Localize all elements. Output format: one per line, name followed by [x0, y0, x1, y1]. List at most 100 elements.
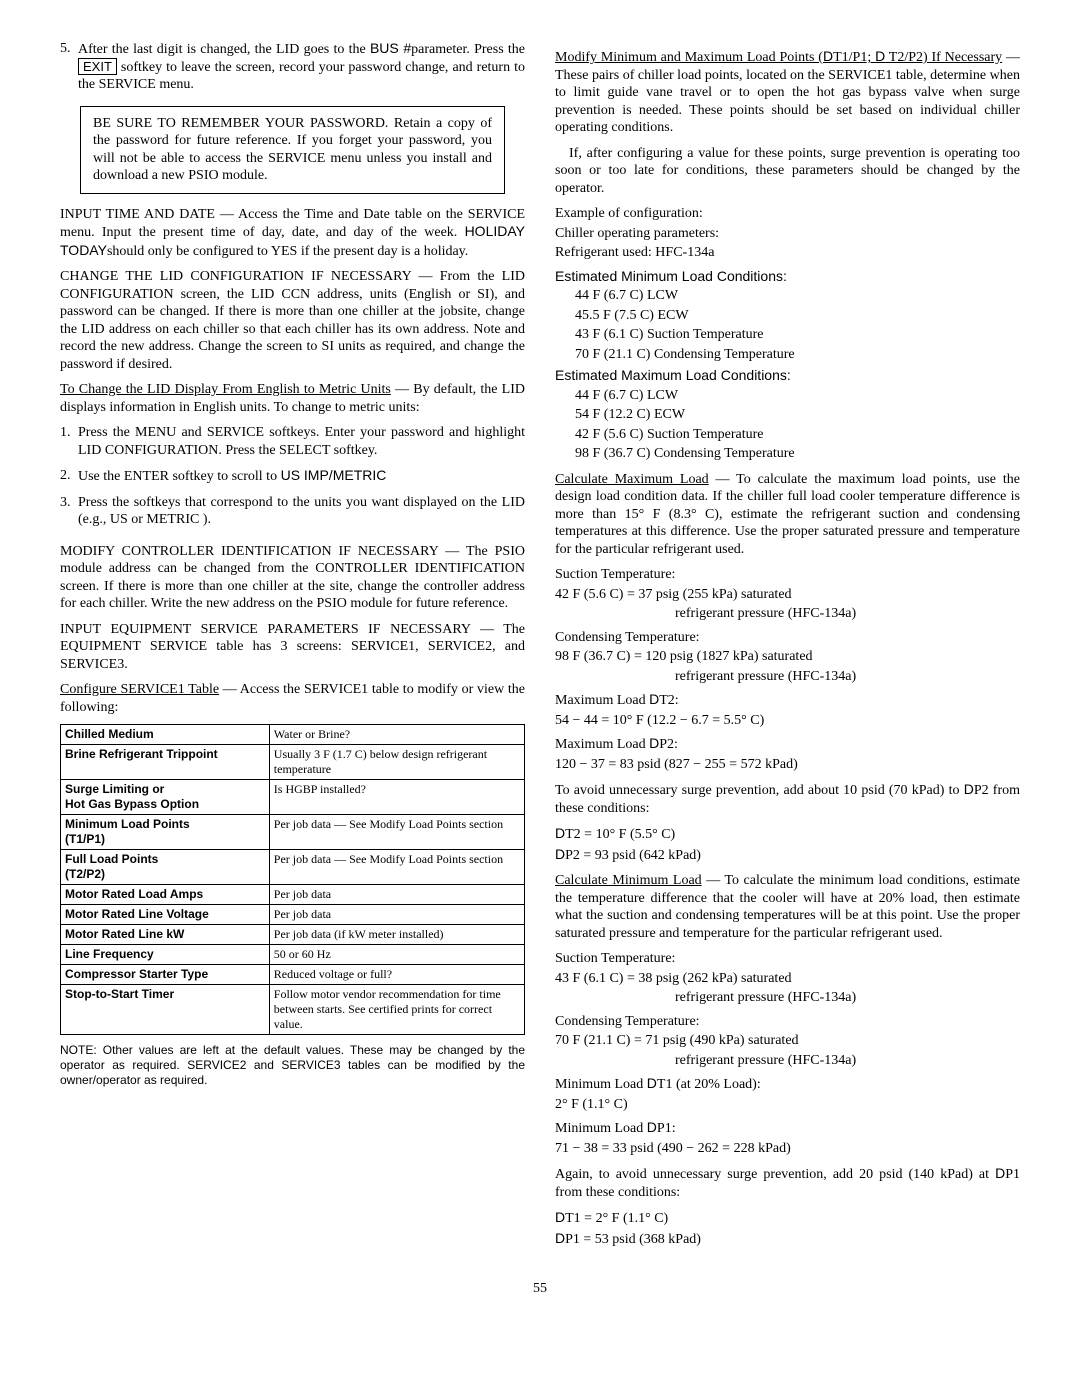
table-row: Chilled MediumWater or Brine?: [61, 725, 525, 745]
text: T1/P1;: [833, 50, 875, 65]
paragraph: CHANGE THE LID CONFIGURATION IF NECESSAR…: [60, 268, 525, 373]
warning-box: BE SURE TO REMEMBER YOUR PASSWORD. Retai…: [80, 106, 505, 194]
table-cell-label: Compressor Starter Type: [61, 965, 270, 985]
text: Maximum Load: [555, 737, 649, 752]
delta: D: [875, 48, 885, 64]
text: T1 = 2° F (1.1° C): [565, 1211, 668, 1226]
step-number: 1.: [60, 424, 78, 459]
table-row: Motor Rated Line VoltagePer job data: [61, 905, 525, 925]
calc-line: refrigerant pressure (HFC-134a): [675, 668, 1020, 686]
delta: D: [647, 1119, 657, 1135]
bus-param: BUS #: [370, 40, 411, 56]
table-row: Full Load Points (T2/P2)Per job data — S…: [61, 850, 525, 885]
delta: D: [555, 825, 565, 841]
text: P1:: [657, 1121, 676, 1136]
text: P2:: [659, 737, 678, 752]
delta: D: [649, 735, 659, 751]
table-cell-value: Per job data — See Modify Load Points se…: [269, 815, 524, 850]
suction-temp-heading: Suction Temperature:: [555, 566, 1020, 584]
table-cell-label: Full Load Points (T2/P2): [61, 850, 270, 885]
result-line: DP1 = 53 psid (368 kPad): [555, 1230, 1020, 1249]
max-load-dt2-heading: Maximum Load DT2:: [555, 691, 1020, 710]
delta: D: [555, 1230, 565, 1246]
delta: D: [995, 1165, 1005, 1181]
text: parameter. Press the: [411, 42, 525, 57]
right-column: Modify Minimum and Maximum Load Points (…: [555, 40, 1020, 1250]
table-cell-value: Per job data: [269, 885, 524, 905]
paragraph: To avoid unnecessary surge prevention, a…: [555, 781, 1020, 817]
text: T2 = 10° F (5.5° C): [565, 827, 675, 842]
table-row: Brine Refrigerant TrippointUsually 3 F (…: [61, 745, 525, 780]
paragraph: Calculate Minimum Load — To calculate th…: [555, 872, 1020, 942]
list-item: 43 F (6.1 C) Suction Temperature: [575, 326, 1020, 344]
list-item: 42 F (5.6 C) Suction Temperature: [575, 426, 1020, 444]
list-item: 98 F (36.7 C) Condensing Temperature: [575, 445, 1020, 463]
suction-temp-heading: Suction Temperature:: [555, 950, 1020, 968]
substep-1: 1. Press the MENU and SERVICE softkeys. …: [60, 424, 525, 459]
list-item: 44 F (6.7 C) LCW: [575, 287, 1020, 305]
paragraph: To Change the LID Display From English t…: [60, 381, 525, 416]
subheading: Calculate Minimum Load: [555, 873, 702, 888]
step-text: Press the softkeys that correspond to th…: [78, 494, 525, 529]
table-cell-value: Water or Brine?: [269, 725, 524, 745]
text: T1 (at 20% Load):: [657, 1077, 761, 1092]
list-item: 45.5 F (7.5 C) ECW: [575, 307, 1020, 325]
example-line: Refrigerant used: HFC-134a: [555, 244, 1020, 262]
calc-line: 98 F (36.7 C) = 120 psig (1827 kPa) satu…: [555, 648, 1020, 666]
min-load-heading: Estimated Minimum Load Conditions:: [555, 268, 1020, 286]
step-text: Press the MENU and SERVICE softkeys. Ent…: [78, 424, 525, 459]
text: Modify Minimum and Maximum Load Points (: [555, 50, 823, 65]
table-cell-label: Brine Refrigerant Trippoint: [61, 745, 270, 780]
table-note: NOTE: Other values are left at the defau…: [60, 1043, 525, 1088]
text: After the last digit is changed, the LID…: [78, 42, 370, 57]
paragraph: INPUT TIME AND DATE — Access the Time an…: [60, 206, 525, 261]
substep-3: 3. Press the softkeys that correspond to…: [60, 494, 525, 529]
table-row: Minimum Load Points (T1/P1)Per job data …: [61, 815, 525, 850]
min-load-dt1-heading: Minimum Load DT1 (at 20% Load):: [555, 1075, 1020, 1094]
left-column: 5. After the last digit is changed, the …: [60, 40, 525, 1250]
text: Again, to avoid unnecessary surge preven…: [555, 1167, 995, 1182]
table-row: Line Frequency50 or 60 Hz: [61, 945, 525, 965]
table-row: Compressor Starter TypeReduced voltage o…: [61, 965, 525, 985]
table-row: Motor Rated Load AmpsPer job data: [61, 885, 525, 905]
table-cell-label: Surge Limiting or Hot Gas Bypass Option: [61, 780, 270, 815]
min-load-dp1-heading: Minimum Load DP1:: [555, 1119, 1020, 1138]
text: To avoid unnecessary surge prevention, a…: [555, 783, 964, 798]
table-cell-label: Chilled Medium: [61, 725, 270, 745]
paragraph: Again, to avoid unnecessary surge preven…: [555, 1165, 1020, 1201]
two-column-layout: 5. After the last digit is changed, the …: [60, 40, 1020, 1250]
calc-line: 71 − 38 = 33 psid (490 − 262 = 228 kPad): [555, 1140, 1020, 1158]
table-cell-label: Motor Rated Load Amps: [61, 885, 270, 905]
calc-line: 42 F (5.6 C) = 37 psig (255 kPa) saturat…: [555, 586, 1020, 604]
table-cell-value: Per job data: [269, 905, 524, 925]
table-cell-label: Line Frequency: [61, 945, 270, 965]
result-line: DP2 = 93 psid (642 kPad): [555, 846, 1020, 865]
delta: D: [823, 48, 833, 64]
text: P2 = 93 psid (642 kPad): [565, 848, 701, 863]
table-row: Surge Limiting or Hot Gas Bypass OptionI…: [61, 780, 525, 815]
delta: D: [647, 1075, 657, 1091]
step-text: Use the ENTER softkey to scroll to US IM…: [78, 467, 525, 486]
paragraph: If, after configuring a value for these …: [555, 145, 1020, 198]
calc-line: 43 F (6.1 C) = 38 psig (262 kPa) saturat…: [555, 970, 1020, 988]
example-label: Example of configuration:: [555, 205, 1020, 223]
paragraph: INPUT EQUIPMENT SERVICE PARAMETERS IF NE…: [60, 621, 525, 674]
text: softkey to leave the screen, record your…: [78, 60, 525, 93]
calc-line: refrigerant pressure (HFC-134a): [675, 605, 1020, 623]
example-line: Chiller operating parameters:: [555, 225, 1020, 243]
table-cell-label: Motor Rated Line kW: [61, 925, 270, 945]
text: Maximum Load: [555, 693, 649, 708]
table-cell-value: Usually 3 F (1.7 C) below design refrige…: [269, 745, 524, 780]
text: Minimum Load: [555, 1077, 647, 1092]
table-cell-value: Per job data (if kW meter installed): [269, 925, 524, 945]
step-5: 5. After the last digit is changed, the …: [60, 40, 525, 94]
paragraph: Modify Minimum and Maximum Load Points (…: [555, 48, 1020, 137]
calc-line: 120 − 37 = 83 psid (827 − 255 = 572 kPad…: [555, 756, 1020, 774]
text: INPUT TIME AND DATE — Access the Time an…: [60, 207, 525, 241]
table-row: Stop-to-Start TimerFollow motor vendor r…: [61, 985, 525, 1035]
step-number: 2.: [60, 467, 78, 486]
result-line: DT1 = 2° F (1.1° C): [555, 1209, 1020, 1228]
table-row: Motor Rated Line kWPer job data (if kW m…: [61, 925, 525, 945]
text: Minimum Load: [555, 1121, 647, 1136]
delta: D: [555, 846, 565, 862]
